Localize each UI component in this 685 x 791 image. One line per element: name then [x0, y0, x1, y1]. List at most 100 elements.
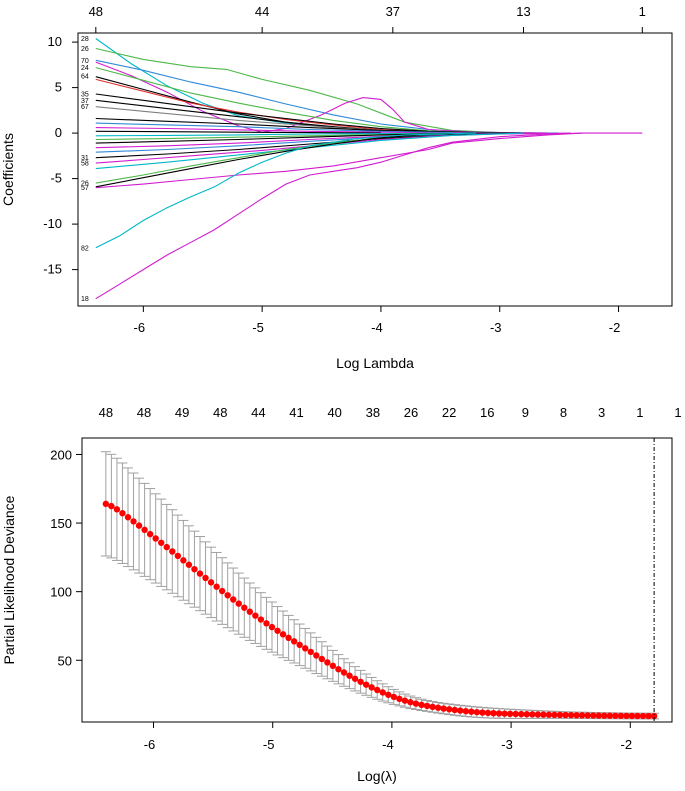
deviance-point — [324, 659, 331, 666]
deviance-point — [207, 579, 215, 586]
deviance-point — [429, 703, 436, 711]
top-tick-label: 1 — [636, 405, 643, 420]
y-tick-label: -5 — [50, 171, 62, 186]
deviance-point — [506, 710, 514, 718]
deviance-point — [473, 708, 481, 716]
deviance-point — [268, 623, 276, 631]
top-tick-label: 44 — [255, 4, 269, 19]
deviance-point — [479, 709, 486, 716]
y-tick-label: 50 — [58, 653, 72, 668]
y-tick-label: 150 — [50, 516, 72, 531]
deviance-point — [158, 539, 165, 546]
top-tick-label: 13 — [516, 4, 530, 19]
deviance-point — [551, 711, 558, 719]
deviance-point — [468, 708, 475, 715]
deviance-point — [141, 526, 148, 534]
plot-frame — [77, 32, 673, 307]
y-tick-label: 5 — [55, 80, 62, 95]
x-tick-label: -3 — [501, 737, 513, 752]
deviance-point — [540, 711, 547, 718]
deviance-point — [512, 710, 519, 718]
path-label: 58 — [81, 161, 89, 168]
deviance-point — [501, 710, 508, 717]
deviance-point — [573, 712, 580, 719]
deviance-point — [235, 600, 242, 607]
deviance-point — [529, 711, 536, 718]
x-tick-label: -3 — [490, 320, 502, 335]
deviance-point — [440, 705, 447, 712]
coefficient-path-line — [95, 132, 453, 137]
deviance-point — [108, 502, 115, 510]
path-label: 82 — [81, 245, 89, 252]
deviance-point — [534, 711, 542, 718]
deviance-point — [601, 712, 608, 719]
deviance-point — [645, 712, 652, 720]
deviance-point — [102, 500, 110, 508]
deviance-point — [457, 707, 464, 714]
deviance-point — [606, 712, 614, 719]
path-label: 35 — [81, 91, 89, 98]
path-label: 64 — [81, 73, 89, 80]
x-axis-title: Log Lambda — [336, 355, 414, 371]
deviance-point — [169, 548, 176, 555]
coefficient-path-line — [95, 132, 477, 188]
deviance-point — [518, 710, 525, 718]
deviance-point — [252, 612, 259, 619]
deviance-point — [124, 514, 132, 521]
x-tick-label: -6 — [134, 320, 146, 335]
deviance-point — [612, 712, 619, 719]
deviance-point — [584, 712, 591, 719]
y-axis-title: Partial Likelihood Deviance — [1, 495, 17, 664]
top-tick-label: 48 — [213, 405, 227, 420]
deviance-point — [401, 697, 409, 704]
y-axis: 200 150 100 50 — [50, 447, 82, 668]
deviance-point — [484, 709, 492, 717]
deviance-point — [556, 711, 564, 719]
deviance-point — [595, 712, 602, 719]
top-tick-label: 41 — [289, 405, 303, 420]
deviance-point — [318, 655, 326, 663]
deviance-point — [617, 712, 625, 720]
deviance-point — [174, 552, 182, 560]
deviance-point — [412, 700, 420, 707]
y-tick-label: 200 — [50, 447, 72, 462]
y-tick-label: 0 — [55, 125, 62, 140]
path-label: 26 — [81, 181, 89, 188]
top-tick-label: 26 — [404, 405, 418, 420]
path-label: 67 — [81, 104, 89, 111]
plot-frame — [81, 437, 673, 723]
coefficient-path-line — [95, 130, 381, 134]
deviance-point — [202, 574, 209, 582]
coefficient-path-line — [95, 132, 572, 164]
deviance-point — [418, 701, 425, 709]
deviance-point — [241, 604, 248, 611]
deviance-point — [230, 596, 237, 603]
deviance-point — [567, 711, 575, 719]
deviance-point — [146, 530, 154, 538]
top-tick-label: 48 — [99, 405, 113, 420]
x-axis-title: Log(λ) — [357, 768, 397, 784]
deviance-point — [152, 535, 159, 542]
deviance-point — [263, 620, 270, 627]
top-tick-label: 37 — [386, 4, 400, 19]
deviance-point — [257, 616, 265, 623]
deviance-point — [396, 695, 403, 703]
top-tick-label: 48 — [137, 405, 151, 420]
top-tick-label: 1 — [639, 4, 646, 19]
deviance-point — [285, 634, 292, 642]
deviance-point — [623, 712, 630, 720]
deviance-point — [274, 627, 281, 634]
top-tick-label: 40 — [327, 405, 341, 420]
y-axis-title: Coefficients — [0, 133, 16, 206]
deviance-point — [523, 711, 530, 718]
deviance-point — [218, 587, 226, 595]
x-tick-label: -5 — [252, 320, 264, 335]
x-tick-label: -4 — [382, 737, 394, 752]
deviance-point — [130, 518, 137, 525]
path-label: 37 — [81, 98, 89, 105]
path-label: 28 — [81, 36, 89, 43]
y-tick-label: 100 — [50, 585, 72, 600]
deviance-point — [490, 709, 497, 717]
top-tick-label: 9 — [522, 405, 529, 420]
